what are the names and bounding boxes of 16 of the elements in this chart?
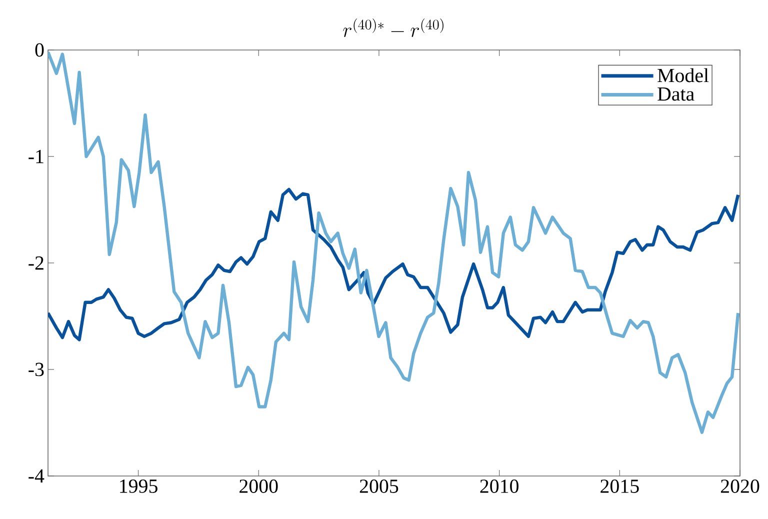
x-tick-label: 2010 [480, 480, 518, 493]
y-tick-label: -2 [28, 256, 44, 270]
line-series [48, 188, 740, 342]
y-tick-label: -1 [28, 150, 44, 164]
x-tick-label: 1995 [120, 480, 158, 493]
y-tick-label: -4 [28, 469, 44, 483]
y-tick-label: -3 [28, 362, 44, 376]
legend-label: Model [658, 68, 709, 82]
x-tick-label: 2005 [360, 480, 398, 493]
chart-title: $r^{(40)*} - r^{(40)}$ [343, 18, 444, 37]
x-tick-label: 2015 [600, 480, 639, 493]
line-series [48, 50, 740, 434]
x-tick-label: 2020 [720, 480, 760, 493]
x-tick-label: 2000 [240, 480, 278, 493]
y-tick-label: 0 [35, 43, 44, 57]
legend-label: Data [658, 87, 694, 101]
